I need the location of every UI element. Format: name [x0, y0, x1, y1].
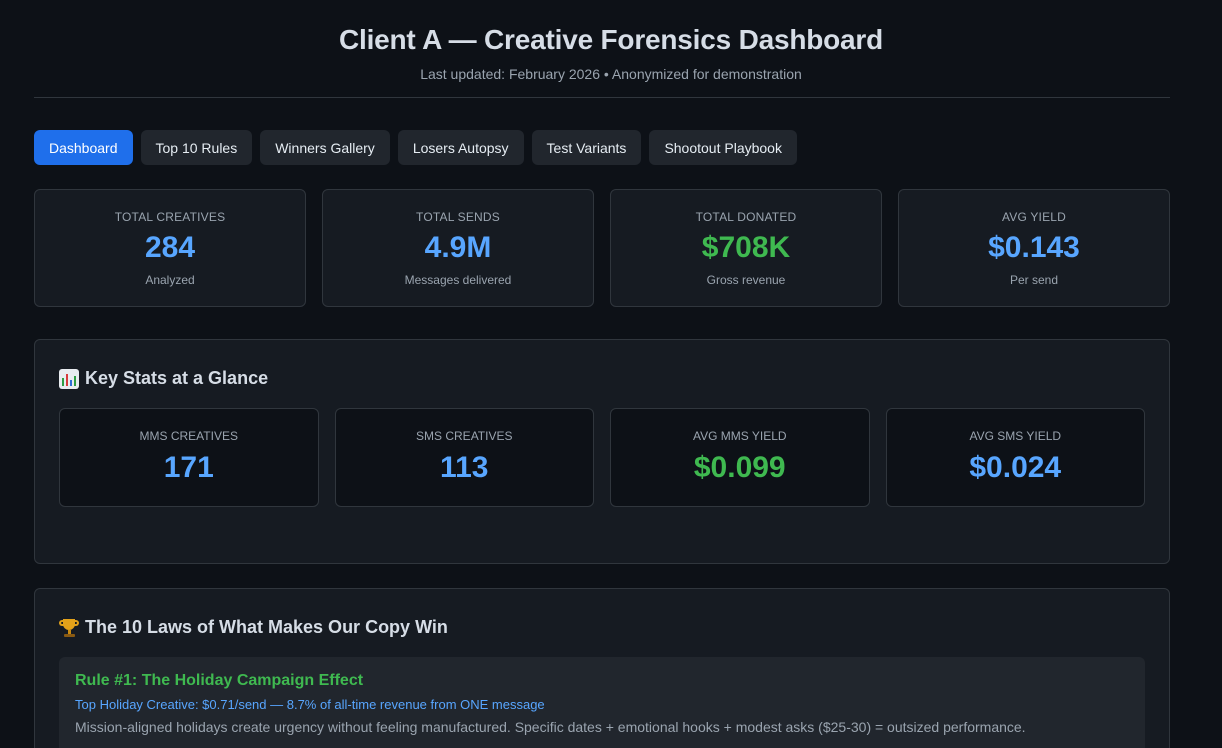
tab-top-10-rules[interactable]: Top 10 Rules [140, 130, 253, 165]
stat-label: TOTAL CREATIVES [114, 210, 226, 224]
tab-winners-gallery[interactable]: Winners Gallery [260, 130, 390, 165]
stat-card-avg-yield: AVG YIELD $0.143 Per send [898, 189, 1170, 307]
page-subtitle: Last updated: February 2026 • Anonymized… [420, 66, 802, 82]
summary-stats: TOTAL CREATIVES 284 Analyzed TOTAL SENDS… [34, 189, 1170, 307]
page-header: Client A — Creative Forensics Dashboard … [0, 0, 1222, 82]
rule-title: Rule #1: The Holiday Campaign Effect [75, 672, 364, 689]
stat-note: Analyzed [145, 273, 195, 287]
key-stat-label: SMS CREATIVES [416, 429, 513, 443]
stat-card-total-donated: TOTAL DONATED $708K Gross revenue [610, 189, 882, 307]
key-stat-mms-creatives: MMS CREATIVES 171 [59, 408, 319, 507]
key-stat-value: $0.024 [969, 451, 1062, 484]
key-stat-label: MMS CREATIVES [139, 429, 238, 443]
tab-losers-autopsy[interactable]: Losers Autopsy [397, 130, 524, 165]
stat-label: TOTAL DONATED [695, 210, 797, 224]
stat-label: AVG YIELD [1001, 210, 1067, 224]
key-stat-value: 113 [440, 451, 489, 484]
key-stat-sms-creatives: SMS CREATIVES 113 [334, 408, 594, 507]
stat-value: 284 [144, 231, 196, 264]
key-stats-grid: MMS CREATIVES 171 SMS CREATIVES 113 AVG … [59, 408, 1145, 507]
stat-value: 4.9M [424, 231, 492, 264]
tab-bar: Dashboard Top 10 Rules Winners Gallery L… [34, 130, 797, 165]
stat-value: $0.143 [988, 231, 1080, 264]
header-divider [34, 97, 1170, 98]
laws-panel: The 10 Laws of What Makes Our Copy Win R… [34, 588, 1170, 748]
key-stats-panel: Key Stats at a Glance MMS CREATIVES 171 … [34, 339, 1170, 564]
key-stat-value: $0.099 [693, 451, 786, 484]
stat-value: $708K [701, 231, 791, 264]
stat-card-total-creatives: TOTAL CREATIVES 284 Analyzed [34, 189, 306, 307]
key-stat-avg-sms-yield: AVG SMS YIELD $0.024 [885, 408, 1145, 507]
stat-note: Gross revenue [706, 273, 786, 287]
key-stats-heading: Key Stats at a Glance [59, 368, 268, 389]
key-stat-value: 171 [163, 451, 214, 484]
stat-label: TOTAL SENDS [416, 210, 500, 224]
key-stat-avg-mms-yield: AVG MMS YIELD $0.099 [610, 408, 870, 507]
rule-stat: Top Holiday Creative: $0.71/send — 8.7% … [75, 697, 545, 712]
stat-note: Per send [1009, 273, 1059, 287]
tab-test-variants[interactable]: Test Variants [531, 130, 642, 165]
laws-heading: The 10 Laws of What Makes Our Copy Win [59, 617, 448, 638]
bar-chart-icon [59, 368, 79, 389]
laws-title: The 10 Laws of What Makes Our Copy Win [85, 617, 448, 637]
key-stats-title: Key Stats at a Glance [85, 368, 269, 388]
stat-card-total-sends: TOTAL SENDS 4.9M Messages delivered [322, 189, 594, 307]
tab-dashboard[interactable]: Dashboard [34, 130, 133, 165]
trophy-icon [59, 618, 79, 638]
page-title: Client A — Creative Forensics Dashboard [338, 24, 884, 55]
key-stat-label: AVG SMS YIELD [969, 429, 1062, 443]
rule-description: Mission-aligned holidays create urgency … [75, 719, 1026, 735]
key-stat-label: AVG MMS YIELD [692, 429, 787, 443]
stat-note: Messages delivered [404, 273, 512, 287]
rule-card: Rule #1: The Holiday Campaign Effect Top… [59, 657, 1145, 748]
tab-shootout-playbook[interactable]: Shootout Playbook [649, 130, 797, 165]
